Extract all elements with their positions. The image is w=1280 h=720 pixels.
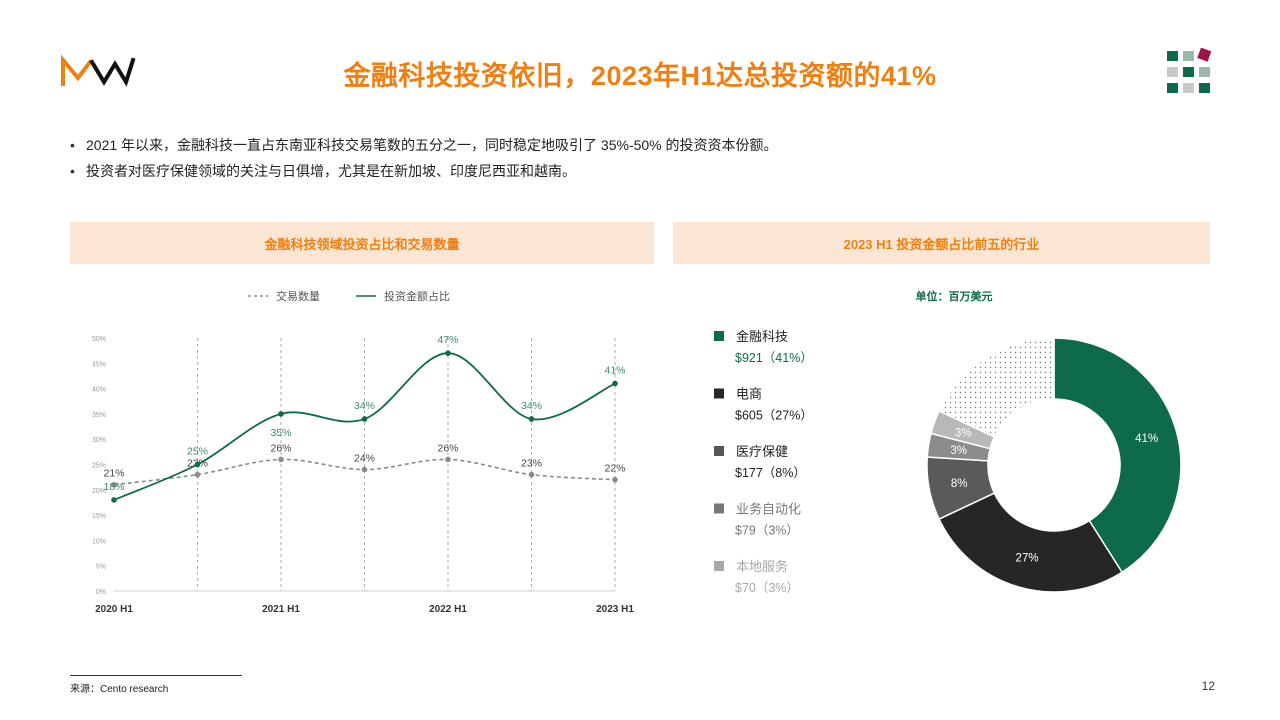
bullet-dot: • bbox=[70, 163, 75, 179]
data-label-0: 21% bbox=[103, 468, 124, 480]
bullet-item: • 投资者对医疗保健领域的关注与日俱增，尤其是在新加坡、印度尼西亚和越南。 bbox=[70, 158, 1220, 184]
data-point-0 bbox=[194, 471, 201, 478]
legend-swatch bbox=[714, 331, 724, 341]
y-tick-label: 35% bbox=[92, 412, 106, 419]
data-label-0: 26% bbox=[270, 442, 291, 454]
y-tick-label: 5% bbox=[96, 564, 106, 571]
data-label-1: 34% bbox=[521, 400, 542, 412]
slice-label: 8% bbox=[951, 478, 968, 490]
x-tick-label: 2020 H1 bbox=[95, 604, 133, 615]
legend-label: 医疗保健 bbox=[736, 444, 788, 459]
data-point-1 bbox=[278, 411, 284, 417]
data-point-1 bbox=[528, 416, 535, 422]
data-point-0 bbox=[445, 456, 451, 463]
data-point-0 bbox=[528, 471, 535, 478]
bullet-text: 投资者对医疗保健领域的关注与日俱增，尤其是在新加坡、印度尼西亚和越南。 bbox=[86, 163, 576, 179]
legend-amount: $921（41%） bbox=[735, 351, 813, 365]
legend-swatch bbox=[714, 561, 724, 571]
x-tick-label: 2022 H1 bbox=[429, 604, 467, 615]
line-series-group: 21%23%26%24%26%23%22%18%25%35%34%47%34%4… bbox=[103, 334, 626, 503]
data-label-1: 34% bbox=[354, 400, 375, 412]
line-chart-legend: 交易数量 投资金额占比 bbox=[248, 289, 450, 303]
y-tick-label: 25% bbox=[92, 463, 106, 470]
y-axis: 0% 5% 10% 15% 20% 25% 30% 35% 40% 45% 50% bbox=[92, 336, 106, 596]
data-label-0: 24% bbox=[354, 453, 375, 465]
data-point-0 bbox=[612, 476, 618, 483]
legend-amount: $177（8%） bbox=[735, 466, 806, 480]
donut-labels: 41% 27% 8% 3% 3% bbox=[950, 427, 1158, 564]
legend-label: 业务自动化 bbox=[736, 502, 801, 517]
slice-label: 41% bbox=[1135, 433, 1158, 445]
slice-label: 3% bbox=[955, 427, 972, 439]
mosaic-logo bbox=[1167, 48, 1212, 93]
data-label-1: 35% bbox=[270, 427, 291, 439]
donut-slice bbox=[938, 492, 1124, 593]
y-tick-label: 30% bbox=[92, 437, 106, 444]
legend-label: 金融科技 bbox=[736, 329, 788, 344]
y-tick-label: 15% bbox=[92, 513, 106, 520]
source-divider bbox=[70, 675, 242, 676]
y-tick-label: 0% bbox=[96, 589, 106, 596]
data-label-1: 25% bbox=[187, 446, 208, 458]
data-label-0: 22% bbox=[604, 463, 625, 475]
donut-slice bbox=[1053, 337, 1182, 574]
donut-slice bbox=[938, 337, 1055, 438]
slice-label: 27% bbox=[1016, 553, 1039, 565]
page-title: 金融科技投资依旧，2023年H1达总投资额的41% bbox=[343, 61, 937, 91]
bullet-dot: • bbox=[70, 137, 75, 153]
data-point-0 bbox=[361, 466, 368, 473]
data-label-0: 23% bbox=[521, 458, 542, 470]
x-tick-label: 2021 H1 bbox=[262, 604, 300, 615]
y-tick-label: 20% bbox=[92, 488, 106, 495]
line-chart-grid bbox=[114, 338, 616, 592]
brand-logo bbox=[61, 54, 136, 87]
data-point-1 bbox=[612, 380, 618, 387]
legend-amount: $79（3%） bbox=[735, 524, 799, 538]
legend-swatch bbox=[714, 446, 724, 456]
data-point-1 bbox=[445, 350, 451, 356]
data-point-1 bbox=[361, 416, 368, 422]
bullet-text: 2021 年以来，金融科技一直占东南亚科技交易笔数的五分之一，同时稳定地吸引了 … bbox=[86, 137, 778, 153]
x-axis: 2020 H1 2021 H1 2022 H1 2023 H1 bbox=[95, 604, 634, 615]
donut-chart-heading: 2023 H1 投资金额占比前五的行业 bbox=[673, 222, 1210, 264]
legend-swatch bbox=[714, 388, 724, 399]
unit-label: 单位：百万美元 bbox=[916, 289, 993, 303]
y-tick-label: 10% bbox=[92, 538, 106, 545]
x-tick-label: 2023 H1 bbox=[596, 604, 634, 615]
y-tick-label: 45% bbox=[92, 361, 106, 368]
bullet-item: • 2021 年以来，金融科技一直占东南亚科技交易笔数的五分之一，同时稳定地吸引… bbox=[70, 132, 1220, 158]
y-tick-label: 50% bbox=[92, 336, 106, 343]
legend-label: 本地服务 bbox=[736, 559, 788, 574]
donut-chart: 单位：百万美元 金融科技 $921（41%） 电商 $605（27%） 医疗保健 $177… bbox=[714, 289, 1182, 595]
donut-legend: 金融科技 $921（41%） 电商 $605（27%） 医疗保健 $177（8%） 业务自动… bbox=[714, 329, 813, 595]
data-point-0 bbox=[111, 481, 117, 488]
page-number: 12 bbox=[1201, 679, 1215, 693]
line-chart: 交易数量 投资金额占比 0% 5% 10% 15% 20% 25% 30% 35% 40% 45% 5… bbox=[92, 289, 634, 615]
slice-label: 3% bbox=[950, 445, 967, 457]
source-note: 来源：Cento research bbox=[70, 684, 169, 695]
data-label-0: 26% bbox=[437, 442, 458, 454]
y-tick-label: 40% bbox=[92, 387, 106, 394]
legend-swatch bbox=[714, 503, 724, 514]
data-label-1: 18% bbox=[103, 481, 124, 493]
legend-label-0: 交易数量 bbox=[276, 289, 320, 303]
legend-amount: $605（27%） bbox=[735, 409, 813, 423]
legend-label-1: 投资金额占比 bbox=[384, 289, 450, 303]
data-point-1 bbox=[194, 461, 201, 468]
data-point-0 bbox=[278, 456, 284, 463]
data-point-1 bbox=[111, 497, 117, 503]
data-label-1: 41% bbox=[604, 365, 625, 377]
legend-amount: $70（3%） bbox=[735, 581, 799, 595]
legend-label: 电商 bbox=[736, 387, 762, 402]
bullet-list: • 2021 年以来，金融科技一直占东南亚科技交易笔数的五分之一，同时稳定地吸引… bbox=[70, 132, 1220, 184]
data-label-1: 47% bbox=[437, 334, 458, 346]
line-chart-heading: 金融科技领域投资占比和交易数量 bbox=[70, 222, 654, 264]
donut-slices bbox=[926, 337, 1182, 593]
